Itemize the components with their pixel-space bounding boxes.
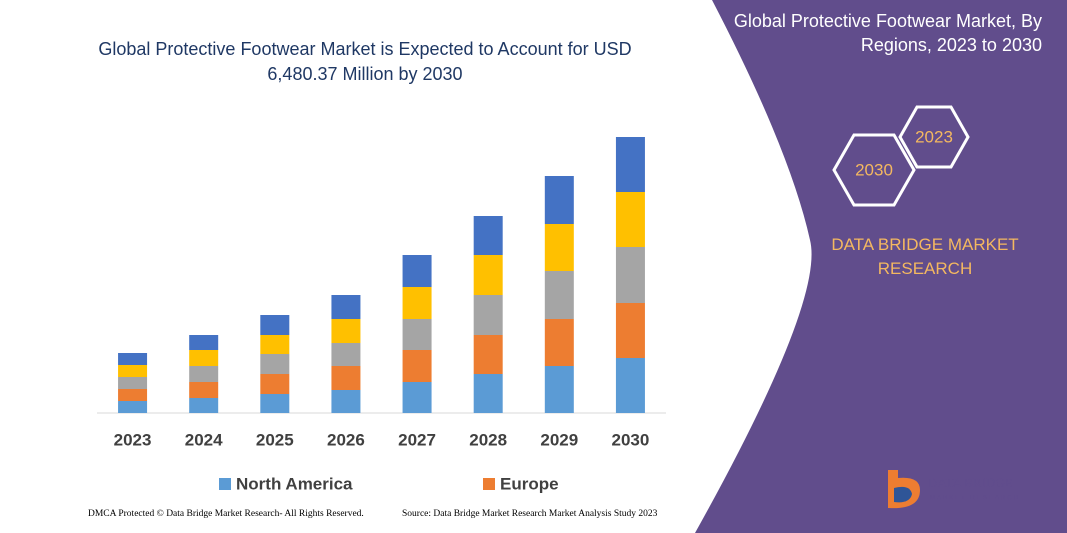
logo-name: DATA BRIDGE: [928, 475, 1013, 490]
x-tick-label: 2023: [114, 430, 152, 449]
bar-segment: [615, 137, 645, 192]
bar-segment: [331, 319, 361, 343]
hexagon: [832, 133, 916, 207]
x-tick-label: 2024: [185, 430, 223, 449]
bar-segment: [118, 401, 148, 413]
bar-segment: [473, 255, 503, 295]
side-panel: [695, 0, 1067, 533]
logo-icon: [894, 486, 912, 503]
bar-segment: [331, 366, 361, 390]
bar-segment: [402, 287, 432, 319]
bar-segment: [331, 295, 361, 319]
bar-segment: [615, 192, 645, 247]
hexagon-label: 2030: [855, 160, 893, 179]
bar-segment: [118, 377, 148, 389]
x-tick-label: 2029: [540, 430, 578, 449]
bar-segment: [615, 303, 645, 358]
bar-segment: [402, 382, 432, 413]
bar-segment: [544, 176, 574, 224]
bar-segment: [402, 255, 432, 287]
bar-segment: [189, 366, 219, 382]
bar-segment: [189, 382, 219, 398]
bar-segment: [544, 271, 574, 319]
x-tick-label: 2030: [612, 430, 650, 449]
legend-label: North America: [236, 474, 353, 493]
bar-segment: [615, 358, 645, 413]
bar-segment: [331, 390, 361, 413]
logo-tagline: MARKET RESEARCH: [930, 496, 1020, 502]
bar-segment: [473, 374, 503, 413]
bar-segment: [331, 343, 361, 366]
bar-segment: [260, 374, 290, 394]
bar-segment: [402, 350, 432, 382]
bar-segment: [544, 224, 574, 271]
bar-segment: [402, 319, 432, 350]
bar-segment: [473, 295, 503, 335]
brand: DATA BRIDGE MARKET RESEARCH: [831, 235, 1019, 278]
x-tick-label: 2027: [398, 430, 436, 449]
bar-segment: [189, 398, 219, 413]
hexagon: [898, 105, 970, 169]
bar-segment: [189, 350, 219, 366]
bar-segment: [473, 216, 503, 255]
legend-swatch: [219, 478, 231, 490]
bar-segment: [260, 335, 290, 354]
panel-title: Global Protective Footwear Market, By Re…: [733, 11, 1042, 55]
bar-segment: [118, 365, 148, 377]
x-tick-label: 2026: [327, 430, 365, 449]
hexagon-label: 2023: [915, 127, 953, 146]
bar-segment: [118, 389, 148, 401]
x-tick-label: 2028: [469, 430, 507, 449]
bar-segment: [544, 319, 574, 366]
bar-segment: [260, 315, 290, 335]
bar-segment: [189, 335, 219, 350]
bar-segment: [544, 366, 574, 413]
footer-left: DMCA Protected © Data Bridge Market Rese…: [88, 509, 364, 519]
bar-segment: [615, 247, 645, 303]
legend-label: Europe: [500, 474, 559, 493]
bar-segment: [260, 394, 290, 413]
bar-segment: [260, 354, 290, 374]
bar-segment: [118, 353, 148, 365]
legend-swatch: [483, 478, 495, 490]
footer-right: Source: Data Bridge Market Research Mark…: [402, 509, 658, 519]
x-tick-label: 2025: [256, 430, 294, 449]
chart-title: Global Protective Footwear Market is Exp…: [98, 39, 632, 84]
bar-segment: [473, 335, 503, 374]
